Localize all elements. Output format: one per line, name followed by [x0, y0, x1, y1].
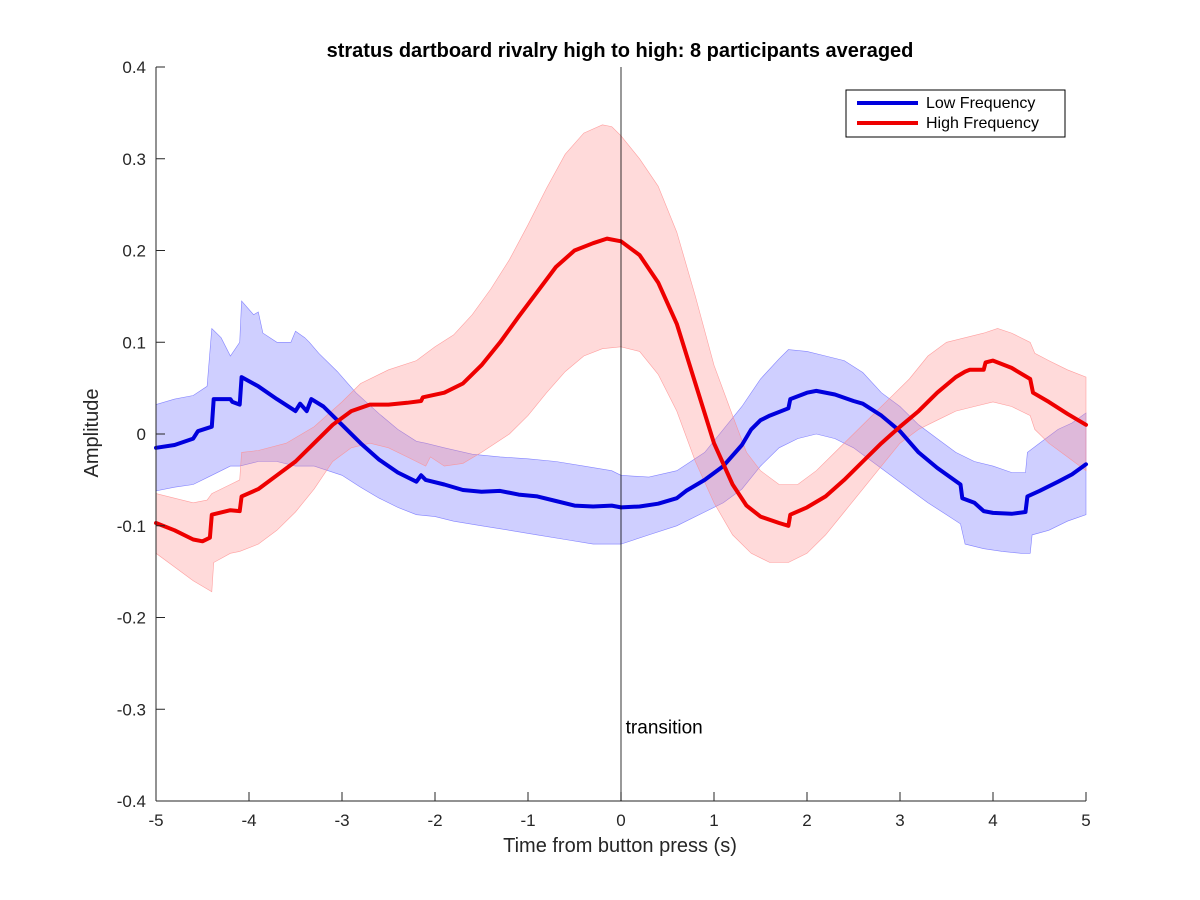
x-tick-label: -3: [334, 811, 349, 830]
y-tick-label: 0.1: [122, 333, 146, 352]
y-tick-label: -0.1: [117, 517, 146, 536]
transition-annotation: transition: [626, 718, 703, 739]
x-tick-label: 5: [1081, 811, 1090, 830]
legend-label-low-frequency: Low Frequency: [926, 95, 1035, 112]
x-tick-label: -4: [241, 811, 256, 830]
tick-marks: -5 -4 -3 -2 -1 0 1 2 3 4 5 -0.4 -0.3 -0.2 -0.1 0 0.1 0.2 0…: [117, 58, 1091, 830]
x-tick-label: -1: [520, 811, 535, 830]
series-line-high-frequency: [154, 236, 1088, 544]
y-tick-label: 0.4: [122, 58, 146, 77]
y-tick-label: -0.4: [117, 792, 146, 811]
y-tick-label: -0.3: [117, 700, 146, 719]
x-tick-label: 4: [988, 811, 997, 830]
chart-title: stratus dartboard rivalry high to high: …: [327, 40, 914, 62]
y-tick-label: 0.3: [122, 150, 146, 169]
legend-box: [845, 89, 1066, 138]
x-axis-label: Time from button press (s): [503, 835, 737, 857]
x-tick-label: -2: [427, 811, 442, 830]
x-tick-label: 0: [616, 811, 625, 830]
x-tick-label: 1: [709, 811, 718, 830]
confidence-bands: [155, 124, 1087, 593]
y-tick-label: 0: [137, 425, 146, 444]
band-low-frequency: [155, 300, 1087, 554]
series-lines: [154, 236, 1088, 544]
legend-label-high-frequency: High Frequency: [926, 115, 1039, 132]
band-high-frequency: [155, 124, 1087, 593]
y-axis-label: Amplitude: [81, 389, 103, 478]
legend: Low Frequency High Frequency: [845, 89, 1066, 138]
x-tick-label: 3: [895, 811, 904, 830]
y-tick-label: -0.2: [117, 609, 146, 628]
x-tick-label: 2: [802, 811, 811, 830]
x-tick-label: -5: [148, 811, 163, 830]
y-tick-label: 0.2: [122, 242, 146, 261]
series-line-low-frequency: [154, 375, 1088, 516]
